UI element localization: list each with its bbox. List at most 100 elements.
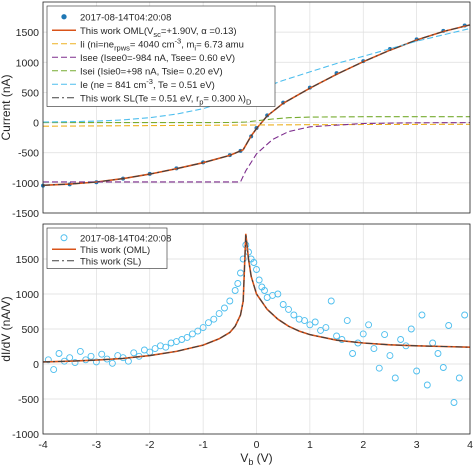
- y-tick-label: 500: [21, 324, 39, 336]
- current-legend: 2017-08-14T04:20:08 This work OML(Vsc=+1.…: [46, 5, 276, 107]
- data-point: [381, 331, 389, 339]
- data-point: [279, 301, 287, 308]
- data-point: [333, 332, 341, 340]
- x-tick-label: 4: [467, 439, 473, 451]
- data-point: [311, 318, 319, 326]
- data-point: [239, 255, 247, 263]
- legend-label: This work OML(Vsc=+1.90V, α =0.13): [80, 26, 237, 39]
- y-tick-label: -1000: [12, 178, 39, 190]
- data-point: [199, 324, 207, 332]
- legend-label: Ie (ne = 841 cm-3, Te = 0.51 eV): [80, 77, 215, 91]
- x-axis-label-main: V: [240, 451, 248, 465]
- data-point: [386, 352, 394, 360]
- y-tick-label: -500: [18, 394, 39, 406]
- data-point: [226, 297, 234, 305]
- data-point: [130, 349, 138, 357]
- legend-label: Isee (Isee0=-984 nA, Tsee= 0.60 eV): [80, 53, 235, 64]
- data-point: [231, 287, 239, 294]
- legend-label: 2017-08-14T04:20:08: [80, 12, 171, 23]
- x-tick-label: -2: [145, 439, 154, 451]
- data-point: [255, 276, 263, 284]
- legend-label: This work (SL): [80, 256, 141, 267]
- x-tick-label: -1: [198, 439, 207, 451]
- data-point: [375, 364, 383, 372]
- series-line: [43, 122, 471, 183]
- data-point: [44, 356, 52, 364]
- legend-label: 2017-08-14T04:20:08: [80, 233, 171, 244]
- data-point: [194, 327, 202, 335]
- x-axis-label: Vb (V): [240, 451, 272, 465]
- x-tick-label: 0: [254, 439, 260, 451]
- data-point: [391, 374, 399, 382]
- data-point: [108, 359, 116, 367]
- current-axes-frame: [42, 1, 471, 214]
- legend-label: Ii (ni=nerpws= 4040 cm-3, mi= 6.73 amu: [80, 36, 244, 52]
- y-tick-label: -1000: [12, 429, 39, 441]
- y-tick-label: 1500: [16, 254, 40, 266]
- data-point: [343, 317, 351, 325]
- legend-label: This work SL(Te = 0.51 eV, rp= 0.300 λ)D: [80, 93, 252, 106]
- didv-plot-area: [42, 233, 471, 406]
- data-point: [221, 304, 228, 312]
- data-point: [274, 290, 282, 298]
- x-tick-label: -4: [38, 439, 47, 451]
- data-point: [76, 347, 84, 355]
- data-point: [290, 311, 298, 319]
- data-point: [55, 350, 63, 357]
- y-tick-label: -500: [18, 148, 39, 160]
- data-point: [306, 321, 314, 329]
- legend-box: [46, 5, 276, 107]
- data-point: [461, 311, 469, 319]
- data-point: [210, 315, 218, 323]
- y-tick-label: 1000: [16, 289, 40, 301]
- x-tick-label: 2: [360, 439, 366, 451]
- data-point: [301, 317, 308, 325]
- y-tick-label: 500: [21, 87, 39, 99]
- data-point: [450, 399, 458, 406]
- data-point: [397, 336, 405, 343]
- data-point: [418, 311, 426, 319]
- legend-label: This work (OML): [80, 245, 150, 256]
- didv-panel: -1000 -500 0 500 1000 1500 -4 -3 -2 -1 0 1 2 3 4 dI/d…: [0, 223, 473, 465]
- x-tick-label: 3: [414, 439, 420, 451]
- series-line: [42, 233, 471, 363]
- didv-x-ticks: -4 -3 -2 -1 0 1 2 3 4: [38, 439, 473, 451]
- data-point: [322, 324, 330, 332]
- y-tick-label: 0: [33, 118, 39, 130]
- data-point: [285, 305, 292, 313]
- data-point: [338, 336, 346, 343]
- y-tick-label: 0: [33, 359, 39, 371]
- data-point: [50, 366, 58, 374]
- data-point: [439, 364, 447, 371]
- data-point: [205, 319, 212, 327]
- didv-axes-frame: [42, 223, 471, 435]
- y-tick-label: 1000: [16, 57, 40, 69]
- data-point: [434, 350, 442, 357]
- data-point: [370, 345, 378, 353]
- legend-box: [46, 227, 168, 269]
- legend-marker: [61, 14, 67, 20]
- y-tick-label: 1500: [16, 27, 40, 39]
- data-point: [261, 287, 268, 294]
- data-point: [317, 326, 324, 334]
- series-line: [43, 116, 470, 124]
- data-point: [359, 330, 367, 338]
- data-point: [455, 374, 463, 382]
- y-tick-label: -1500: [12, 208, 39, 220]
- data-point: [151, 345, 159, 353]
- data-point: [188, 330, 196, 338]
- data-point: [162, 343, 170, 351]
- current-y-ticks: -1500 -1000 -500 0 500 1000 1500: [12, 27, 39, 220]
- data-point: [234, 280, 242, 287]
- x-tick-label: 1: [307, 439, 313, 451]
- x-axis-label-sub: b: [248, 457, 253, 465]
- data-point: [327, 297, 335, 305]
- legend-marker: [60, 234, 68, 242]
- data-point: [365, 321, 373, 329]
- series-line: [42, 123, 471, 127]
- data-point: [87, 352, 95, 360]
- data-point: [92, 358, 100, 366]
